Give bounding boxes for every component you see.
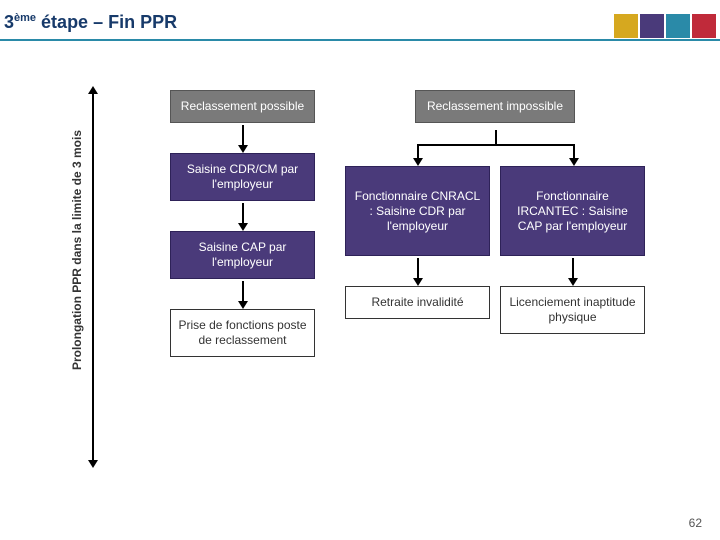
sidebar-double-arrow <box>92 92 94 462</box>
brand-block-3 <box>666 14 690 38</box>
title-prefix: 3 <box>4 12 14 32</box>
arrow-down <box>572 258 574 280</box>
arrow-down <box>242 203 244 225</box>
arrow-down <box>242 281 244 303</box>
node-saisine-cap: Saisine CAP par l'employeur <box>170 231 315 279</box>
arrow-down <box>417 258 419 280</box>
node-reclassement-impossible: Reclassement impossible <box>415 90 575 123</box>
flow-column-cnracl: Fonctionnaire CNRACL : Saisine CDR par l… <box>345 166 490 319</box>
node-cnracl: Fonctionnaire CNRACL : Saisine CDR par l… <box>345 166 490 256</box>
node-ircantec: Fonctionnaire IRCANTEC : Saisine CAP par… <box>500 166 645 256</box>
arrow-down <box>242 125 244 147</box>
page-number: 62 <box>689 516 702 530</box>
flow-split <box>345 130 645 160</box>
brand-color-blocks <box>614 14 716 38</box>
node-reclassement-possible: Reclassement possible <box>170 90 315 123</box>
sidebar-vertical-label: Prolongation PPR dans la limite de 3 moi… <box>70 120 84 380</box>
brand-block-4 <box>692 14 716 38</box>
flow-column-ircantec: Fonctionnaire IRCANTEC : Saisine CAP par… <box>500 166 645 334</box>
flow-column-possible: Reclassement possible Saisine CDR/CM par… <box>170 90 315 357</box>
brand-block-1 <box>614 14 638 38</box>
title-sup: ème <box>14 12 36 24</box>
flow-head-impossible-wrap: Reclassement impossible <box>345 90 645 123</box>
brand-block-2 <box>640 14 664 38</box>
node-licenciement: Licenciement inaptitude physique <box>500 286 645 334</box>
title-rest: étape – Fin PPR <box>36 12 177 32</box>
node-saisine-cdr-cm: Saisine CDR/CM par l'employeur <box>170 153 315 201</box>
node-retraite-invalidite: Retraite invalidité <box>345 286 490 319</box>
node-prise-fonctions: Prise de fonctions poste de reclassement <box>170 309 315 357</box>
page-title: 3ème étape – Fin PPR <box>4 12 716 33</box>
flowchart: Prolongation PPR dans la limite de 3 moi… <box>70 90 650 490</box>
slide-header: 3ème étape – Fin PPR <box>0 0 720 41</box>
